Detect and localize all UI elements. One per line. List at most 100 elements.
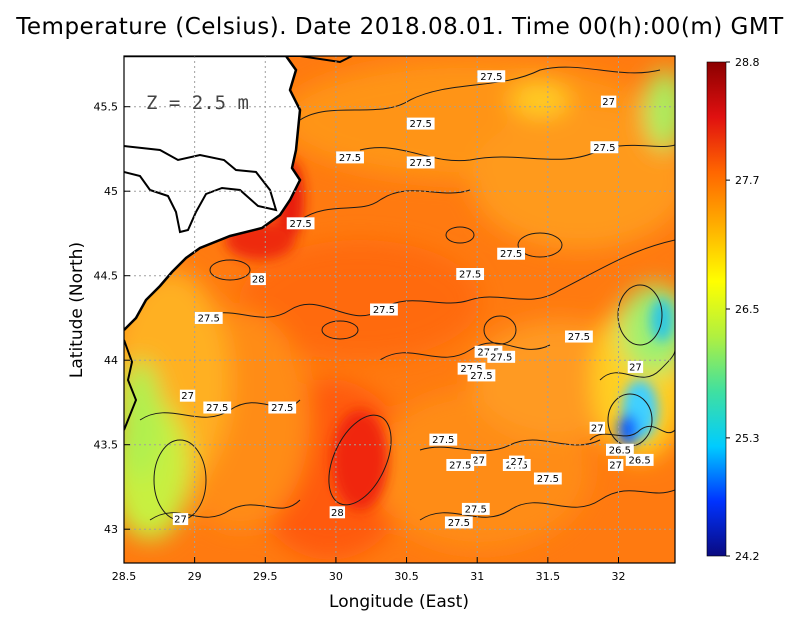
x-axis-title: Longitude (East) bbox=[329, 592, 469, 612]
y-axis-title: Latitude (North) bbox=[67, 242, 87, 378]
contour-label-text: 27.5 bbox=[271, 403, 293, 414]
contour-label-box bbox=[203, 401, 232, 414]
contour-label-box bbox=[487, 350, 516, 363]
chart-title: Temperature (Celsius). Date 2018.08.01. … bbox=[16, 14, 784, 40]
grid-lines bbox=[124, 56, 675, 563]
contour-label-text: 27.5 bbox=[470, 371, 492, 382]
contour-label-text: 27 bbox=[591, 423, 604, 434]
x-tick-label: 29.5 bbox=[253, 570, 278, 583]
contour-label-text: 27.5 bbox=[449, 460, 471, 471]
contour-label-box bbox=[444, 516, 473, 529]
y-tick-label: 45 bbox=[104, 185, 118, 198]
contour-label: 27.5 bbox=[370, 303, 398, 316]
contour-label-text: 27.5 bbox=[339, 153, 361, 164]
contour-label-box bbox=[627, 360, 644, 373]
y-tick-label: 45.5 bbox=[94, 101, 119, 114]
contour-label-box bbox=[590, 141, 619, 154]
contour-label-text: 27.5 bbox=[490, 352, 512, 363]
x-axis: 28.5 29 29.5 30 30.5 31 31.5 32 bbox=[112, 557, 625, 583]
contour-label: 27.5 bbox=[406, 156, 435, 169]
contour-label-box bbox=[477, 70, 506, 83]
contour-label-box bbox=[370, 303, 398, 316]
contour-label-box bbox=[268, 401, 297, 414]
contour-label-text: 27 bbox=[629, 362, 642, 373]
contour-label: 27.5 bbox=[467, 369, 496, 382]
x-tick-label: 29 bbox=[188, 570, 202, 583]
contour-label-box bbox=[194, 311, 223, 324]
contour-label-text: 27.5 bbox=[500, 249, 522, 260]
contour-label-text: 27.5 bbox=[459, 270, 481, 281]
contour-label: 27.5 bbox=[336, 151, 364, 164]
contour-label-box bbox=[329, 506, 346, 519]
y-tick-label: 44 bbox=[104, 354, 118, 367]
depth-annotation: Z = 2.5 m bbox=[146, 92, 249, 114]
y-tick-label: 43 bbox=[104, 523, 118, 536]
contour-label-box bbox=[600, 95, 617, 108]
contour-label: 27.5 bbox=[444, 516, 473, 529]
contour-label-text: 27.5 bbox=[206, 403, 228, 414]
contour-label-text: 27 bbox=[510, 457, 523, 468]
contour-label-box bbox=[533, 472, 562, 485]
contour-label: 27 bbox=[600, 95, 617, 108]
contour-label-text: 26.5 bbox=[629, 455, 651, 466]
contour-label: 27.5 bbox=[590, 141, 619, 154]
colorbar-tick-label: 24.2 bbox=[735, 550, 760, 563]
contour-label: 27 bbox=[470, 453, 487, 466]
contour-label-text: 27.5 bbox=[568, 332, 590, 343]
colorbar-ticks: 28.8 27.7 26.5 25.3 24.2 bbox=[726, 56, 760, 563]
contour-label-box bbox=[589, 421, 605, 434]
contour-label-box bbox=[461, 502, 490, 515]
colorbar bbox=[706, 61, 727, 557]
x-tick-label: 30 bbox=[329, 570, 343, 583]
y-tick-label: 43.5 bbox=[94, 439, 119, 452]
contour-label-text: 27 bbox=[174, 515, 187, 526]
contour-label-text: 27.5 bbox=[448, 518, 470, 529]
contour-label-text: 28 bbox=[252, 275, 265, 286]
contour-label-box bbox=[446, 458, 475, 471]
contour-label-text: 27.5 bbox=[432, 435, 454, 446]
contour-label-text: 27 bbox=[181, 391, 194, 402]
contour-label-text: 26.5 bbox=[609, 445, 631, 456]
contour-label-box bbox=[406, 156, 435, 169]
contour-label-box bbox=[625, 453, 654, 466]
contour-label-box bbox=[429, 433, 458, 446]
contour-label: 27 bbox=[589, 421, 605, 434]
contour-label: 27.5 bbox=[406, 117, 435, 130]
contour-label-text: 27.5 bbox=[593, 143, 615, 154]
contour-label: 26.5 bbox=[625, 453, 654, 466]
x-tick-label: 30.5 bbox=[394, 570, 419, 583]
contour-label: 27.5 bbox=[446, 458, 475, 471]
colorbar-tick-label: 26.5 bbox=[735, 303, 760, 316]
contour-label-box bbox=[456, 268, 485, 281]
contour-label-box bbox=[467, 369, 496, 382]
contour-label-text: 27.5 bbox=[198, 313, 220, 324]
contour-label-text: 27.5 bbox=[537, 474, 559, 485]
contour-label: 27.5 bbox=[286, 217, 315, 230]
contour-label: 27.5 bbox=[429, 433, 458, 446]
contour-label-box bbox=[497, 247, 526, 260]
contour-label-text: 27.5 bbox=[373, 305, 395, 316]
contour-label-text: 27 bbox=[602, 97, 615, 108]
contour-label: 27.5 bbox=[203, 401, 232, 414]
x-tick-label: 28.5 bbox=[112, 570, 137, 583]
contour-label: 27 bbox=[179, 389, 196, 402]
contour-label: 27 bbox=[509, 455, 525, 468]
contour-label-box bbox=[172, 513, 189, 526]
contour-label: 27 bbox=[627, 360, 644, 373]
contour-label: 27.5 bbox=[533, 472, 562, 485]
contour-label-box bbox=[286, 217, 315, 230]
plot-frame bbox=[123, 55, 676, 564]
contour-label-text: 27.5 bbox=[480, 72, 502, 83]
contour-label-box bbox=[470, 453, 487, 466]
colorbar-tick-label: 27.7 bbox=[735, 174, 760, 187]
contour-label: 27.5 bbox=[487, 350, 516, 363]
contour-label: 27.5 bbox=[194, 311, 223, 324]
contour-label-box bbox=[607, 458, 624, 471]
contour-label-text: 28 bbox=[331, 508, 344, 519]
x-tick-label: 31 bbox=[470, 570, 484, 583]
contour-label-text: 27.5 bbox=[410, 119, 432, 130]
contour-label-text: 27 bbox=[609, 460, 622, 471]
land-mask bbox=[124, 56, 353, 431]
contour-label-box bbox=[606, 443, 634, 456]
contour-label-box bbox=[509, 455, 525, 468]
